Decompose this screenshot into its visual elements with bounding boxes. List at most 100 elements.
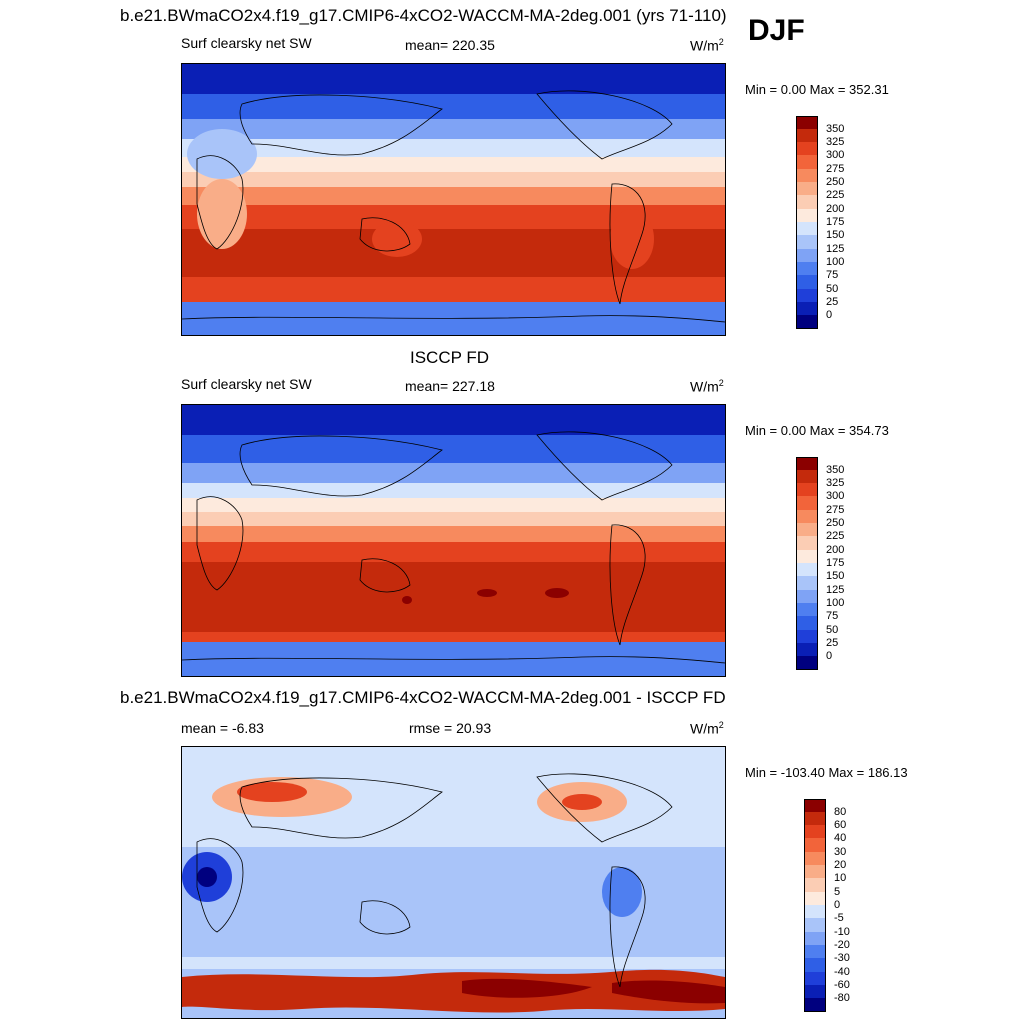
cb2-cell — [796, 550, 818, 563]
panel3-colorbar: 80 60 40 30 20 10 5 0 -5 -10 -20 -30 -40… — [804, 799, 864, 1012]
cb3-cell — [804, 985, 826, 998]
panel2-minmax-label: Min = 0.00 Max = 354.73 — [745, 423, 889, 438]
cb2-tick: 25 — [826, 637, 839, 649]
cb2-cell — [796, 630, 818, 643]
cb1-cell — [796, 222, 818, 235]
cb1-tick: 225 — [826, 189, 845, 201]
cb2-cell — [796, 656, 818, 670]
cb2-tick: 225 — [826, 530, 845, 542]
cb2-tick: 175 — [826, 557, 845, 569]
cb2-tick: 0 — [826, 650, 833, 662]
cb1-tick: 125 — [826, 243, 845, 255]
cb3-cell — [804, 878, 826, 892]
cb3-tick: 10 — [834, 872, 847, 884]
cb3-cell — [804, 945, 826, 958]
panel3-title: b.e21.BWmaCO2x4.f19_g17.CMIP6-4xCO2-WACC… — [120, 688, 726, 707]
cb2-cell — [796, 563, 818, 576]
panel3-map-field — [182, 747, 725, 1018]
cb3-tick: 0 — [834, 899, 841, 911]
cb3-cell — [804, 865, 826, 878]
cb1-cell — [796, 155, 818, 169]
cb3-cell — [804, 972, 826, 985]
cb3-cell — [804, 918, 826, 932]
cb2-cell — [796, 643, 818, 656]
cb1-cell — [796, 209, 818, 222]
cb1-cell — [796, 182, 818, 195]
cb1-cell — [796, 116, 818, 129]
cb3-tick: -30 — [834, 952, 850, 964]
cb2-cell — [796, 536, 818, 550]
cb3-tick: 30 — [834, 846, 847, 858]
panel1-units-label: W/m2 — [690, 37, 724, 54]
cb1-tick: 275 — [826, 163, 845, 175]
cb1-cell — [796, 275, 818, 289]
cb2-cell — [796, 523, 818, 536]
cb3-cell — [804, 799, 826, 812]
cb1-tick: 300 — [826, 149, 845, 161]
panel3-rmse-label: rmse = 20.93 — [409, 720, 492, 736]
cb2-tick: 100 — [826, 597, 845, 609]
cb2-cell — [796, 457, 818, 470]
panel1-mean-label: mean= 220.35 — [405, 37, 495, 53]
cb3-cell — [804, 905, 826, 918]
cb1-cell — [796, 289, 818, 302]
cb3-cell — [804, 958, 826, 972]
panel3-mean-label: mean = -6.83 — [181, 720, 264, 736]
cb3-cell — [804, 998, 826, 1012]
cb1-cell — [796, 235, 818, 249]
cb1-cell — [796, 195, 818, 209]
cb2-cell — [796, 576, 818, 590]
cb1-tick: 25 — [826, 296, 839, 308]
cb3-cell — [804, 825, 826, 838]
cb2-cell — [796, 590, 818, 603]
panel1-map-field — [182, 64, 725, 335]
cb3-tick: -40 — [834, 966, 850, 978]
cb2-tick: 350 — [826, 464, 845, 476]
panel1-map — [181, 63, 726, 336]
season-label: DJF — [748, 14, 805, 47]
panel1-minmax-label: Min = 0.00 Max = 352.31 — [745, 82, 889, 97]
cb3-tick: 40 — [834, 832, 847, 844]
panel2-units-label: W/m2 — [690, 378, 724, 395]
cb1-cell — [796, 249, 818, 262]
cb1-cell — [796, 302, 818, 315]
cb1-tick: 250 — [826, 176, 845, 188]
cb3-tick: -5 — [834, 912, 844, 924]
cb2-cell — [796, 496, 818, 510]
panel2-map — [181, 404, 726, 677]
cb2-tick: 50 — [826, 624, 839, 636]
cb3-tick: -80 — [834, 992, 850, 1004]
cb1-cell — [796, 142, 818, 155]
cb3-cell — [804, 852, 826, 865]
panel3-units-label: W/m2 — [690, 720, 724, 737]
cb3-tick: -10 — [834, 926, 850, 938]
cb2-tick: 125 — [826, 584, 845, 596]
cb2-tick: 325 — [826, 477, 845, 489]
cb3-cell — [804, 812, 826, 825]
cb2-cell — [796, 470, 818, 483]
cb3-cell — [804, 892, 826, 905]
cb1-tick: 50 — [826, 283, 839, 295]
cb2-cell — [796, 616, 818, 630]
cb2-tick: 250 — [826, 517, 845, 529]
cb1-tick: 75 — [826, 269, 839, 281]
cb1-tick: 150 — [826, 229, 845, 241]
cb2-cell — [796, 603, 818, 616]
panel2-map-field — [182, 405, 725, 676]
cb3-tick: -60 — [834, 979, 850, 991]
panel1-title: b.e21.BWmaCO2x4.f19_g17.CMIP6-4xCO2-WACC… — [120, 6, 727, 25]
cb1-tick: 175 — [826, 216, 845, 228]
cb2-tick: 200 — [826, 544, 845, 556]
cb1-tick: 350 — [826, 123, 845, 135]
cb2-cell — [796, 483, 818, 496]
panel3-map — [181, 746, 726, 1019]
panel3-minmax-label: Min = -103.40 Max = 186.13 — [745, 765, 908, 780]
cb1-tick: 0 — [826, 309, 833, 321]
cb2-cell — [796, 510, 818, 523]
panel2-variable-label: Surf clearsky net SW — [181, 376, 312, 392]
cb3-tick: 80 — [834, 806, 847, 818]
cb3-cell — [804, 838, 826, 852]
cb3-tick: 5 — [834, 886, 841, 898]
cb3-tick: 20 — [834, 859, 847, 871]
cb1-tick: 200 — [826, 203, 845, 215]
